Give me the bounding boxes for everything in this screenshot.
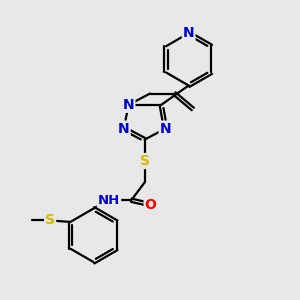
Text: N: N [123, 98, 134, 112]
Text: NH: NH [98, 194, 120, 207]
Text: O: O [145, 198, 157, 212]
Text: N: N [160, 122, 171, 136]
Text: S: S [45, 213, 55, 227]
Text: N: N [118, 122, 130, 136]
Text: S: S [140, 154, 150, 168]
Text: N: N [183, 26, 194, 40]
